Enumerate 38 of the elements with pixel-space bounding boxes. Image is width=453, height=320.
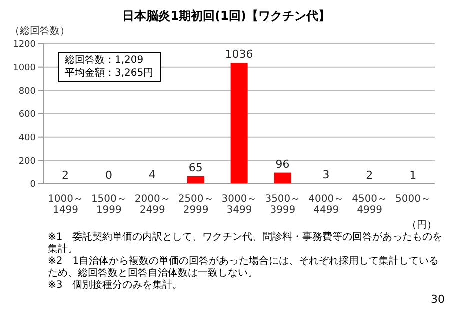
- y-tick-label: 1000: [13, 64, 36, 74]
- x-tick-label: 2000～2499: [134, 194, 170, 216]
- text: ※3 個別接種分のみを集計。: [48, 280, 184, 292]
- text: ※2 1自治体から複数の単価の回答があった場合には、それぞれ採用して集計しているため、総回答数と回答自治体数は一致しない。: [48, 256, 440, 280]
- x-tick-label: 5000～: [396, 194, 432, 205]
- chart-title: 日本脳炎1期初回(1回)【ワクチン代】: [122, 8, 332, 24]
- y-tick-label: 600: [18, 110, 36, 120]
- annotation: 平均金額：3,265円: [65, 67, 154, 80]
- text: 30: [430, 293, 445, 306]
- x-tick-label: 3000～3499: [222, 194, 258, 216]
- data-label: 4: [148, 168, 156, 182]
- y-tick-label: 1200: [13, 40, 36, 50]
- data-label: 0: [105, 169, 112, 182]
- data-label: 2: [366, 168, 374, 182]
- x-axis-title: （円）: [406, 219, 438, 232]
- y-tick-label: 800: [18, 86, 36, 97]
- x-tick-label: 3500～3999: [265, 194, 301, 216]
- data-label: 1: [410, 168, 417, 182]
- text-box: 総回答数：1,209 平均金額：3,265円: [58, 52, 161, 82]
- data-label: 2: [62, 168, 70, 182]
- y-axis-title: （総回答数）: [10, 25, 70, 38]
- text: ※1 委託契約単価の内訳として、ワクチン代、問診料・事務費等の回答があったものを集計。: [48, 232, 444, 256]
- data-label: 65: [188, 161, 203, 174]
- x-tick-label: 1500～1999: [91, 194, 127, 216]
- bar: [187, 176, 204, 184]
- y-tick-label: 200: [18, 156, 36, 167]
- x-tick-label: 4500～4999: [352, 194, 388, 216]
- x-tick-label: 1000～1499: [48, 194, 84, 216]
- y-tick-label: 400: [18, 134, 36, 144]
- y-tick-label: 0: [30, 180, 36, 190]
- data-label: 96: [276, 158, 290, 171]
- annotation: 総回答数：1,209: [65, 54, 145, 67]
- x-tick-label: 2500～2999: [178, 194, 214, 216]
- x-tick-label: 4000～4499: [308, 194, 344, 216]
- bar: [274, 172, 292, 184]
- data-label: 1036: [225, 48, 254, 62]
- data-label: 3: [322, 168, 330, 182]
- bar: [230, 63, 248, 184]
